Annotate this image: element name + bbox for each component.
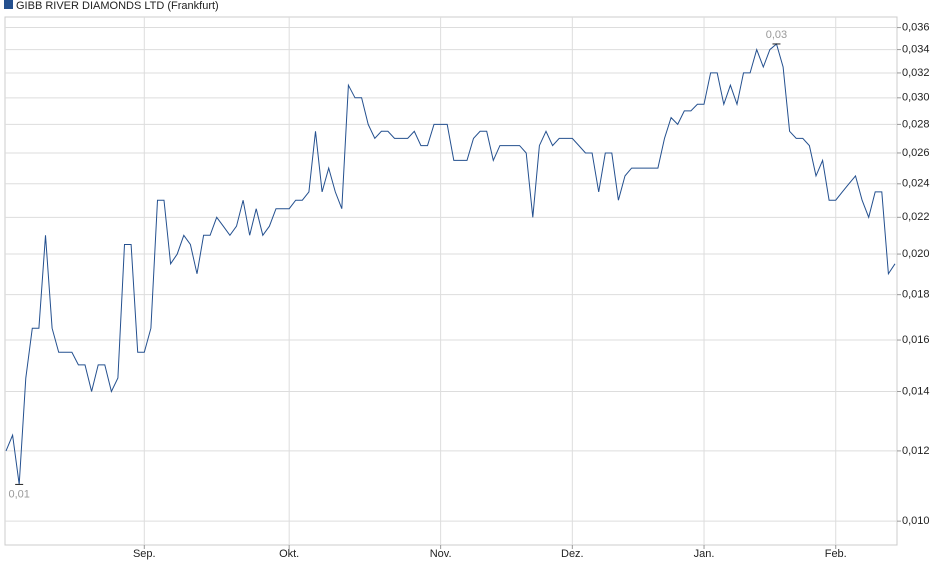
y-tick-label: 0,026	[902, 147, 930, 159]
y-tick-label: 0,036	[902, 21, 930, 33]
y-tick-label: 0,022	[902, 211, 930, 223]
x-tick-label: Sep.	[133, 548, 156, 560]
plot-frame	[4, 16, 898, 546]
y-tick-label: 0,034	[902, 43, 930, 55]
y-tick-label: 0,028	[902, 118, 930, 130]
y-tick-label: 0,012	[902, 445, 930, 457]
y-tick-label: 0,020	[902, 248, 930, 260]
value-label: 0,01	[8, 488, 29, 500]
y-tick-label: 0,016	[902, 334, 930, 346]
y-tick-label: 0,010	[902, 515, 930, 527]
x-tick-label: Dez.	[561, 548, 584, 560]
y-tick-label: 0,018	[902, 289, 930, 301]
y-tick-label: 0,032	[902, 67, 930, 79]
y-tick-label: 0,024	[902, 178, 930, 190]
value-label: 0,03	[766, 29, 787, 41]
price-line	[5, 43, 896, 485]
y-tick-label: 0,030	[902, 92, 930, 104]
legend-swatch	[4, 0, 13, 9]
legend-label: GIBB RIVER DIAMONDS LTD (Frankfurt)	[16, 0, 219, 12]
x-tick-label: Nov.	[430, 548, 452, 560]
y-tick-label: 0,014	[902, 385, 930, 397]
x-tick-label: Feb.	[825, 548, 847, 560]
x-tick-label: Okt.	[279, 548, 299, 560]
x-tick-label: Jan.	[694, 548, 715, 560]
